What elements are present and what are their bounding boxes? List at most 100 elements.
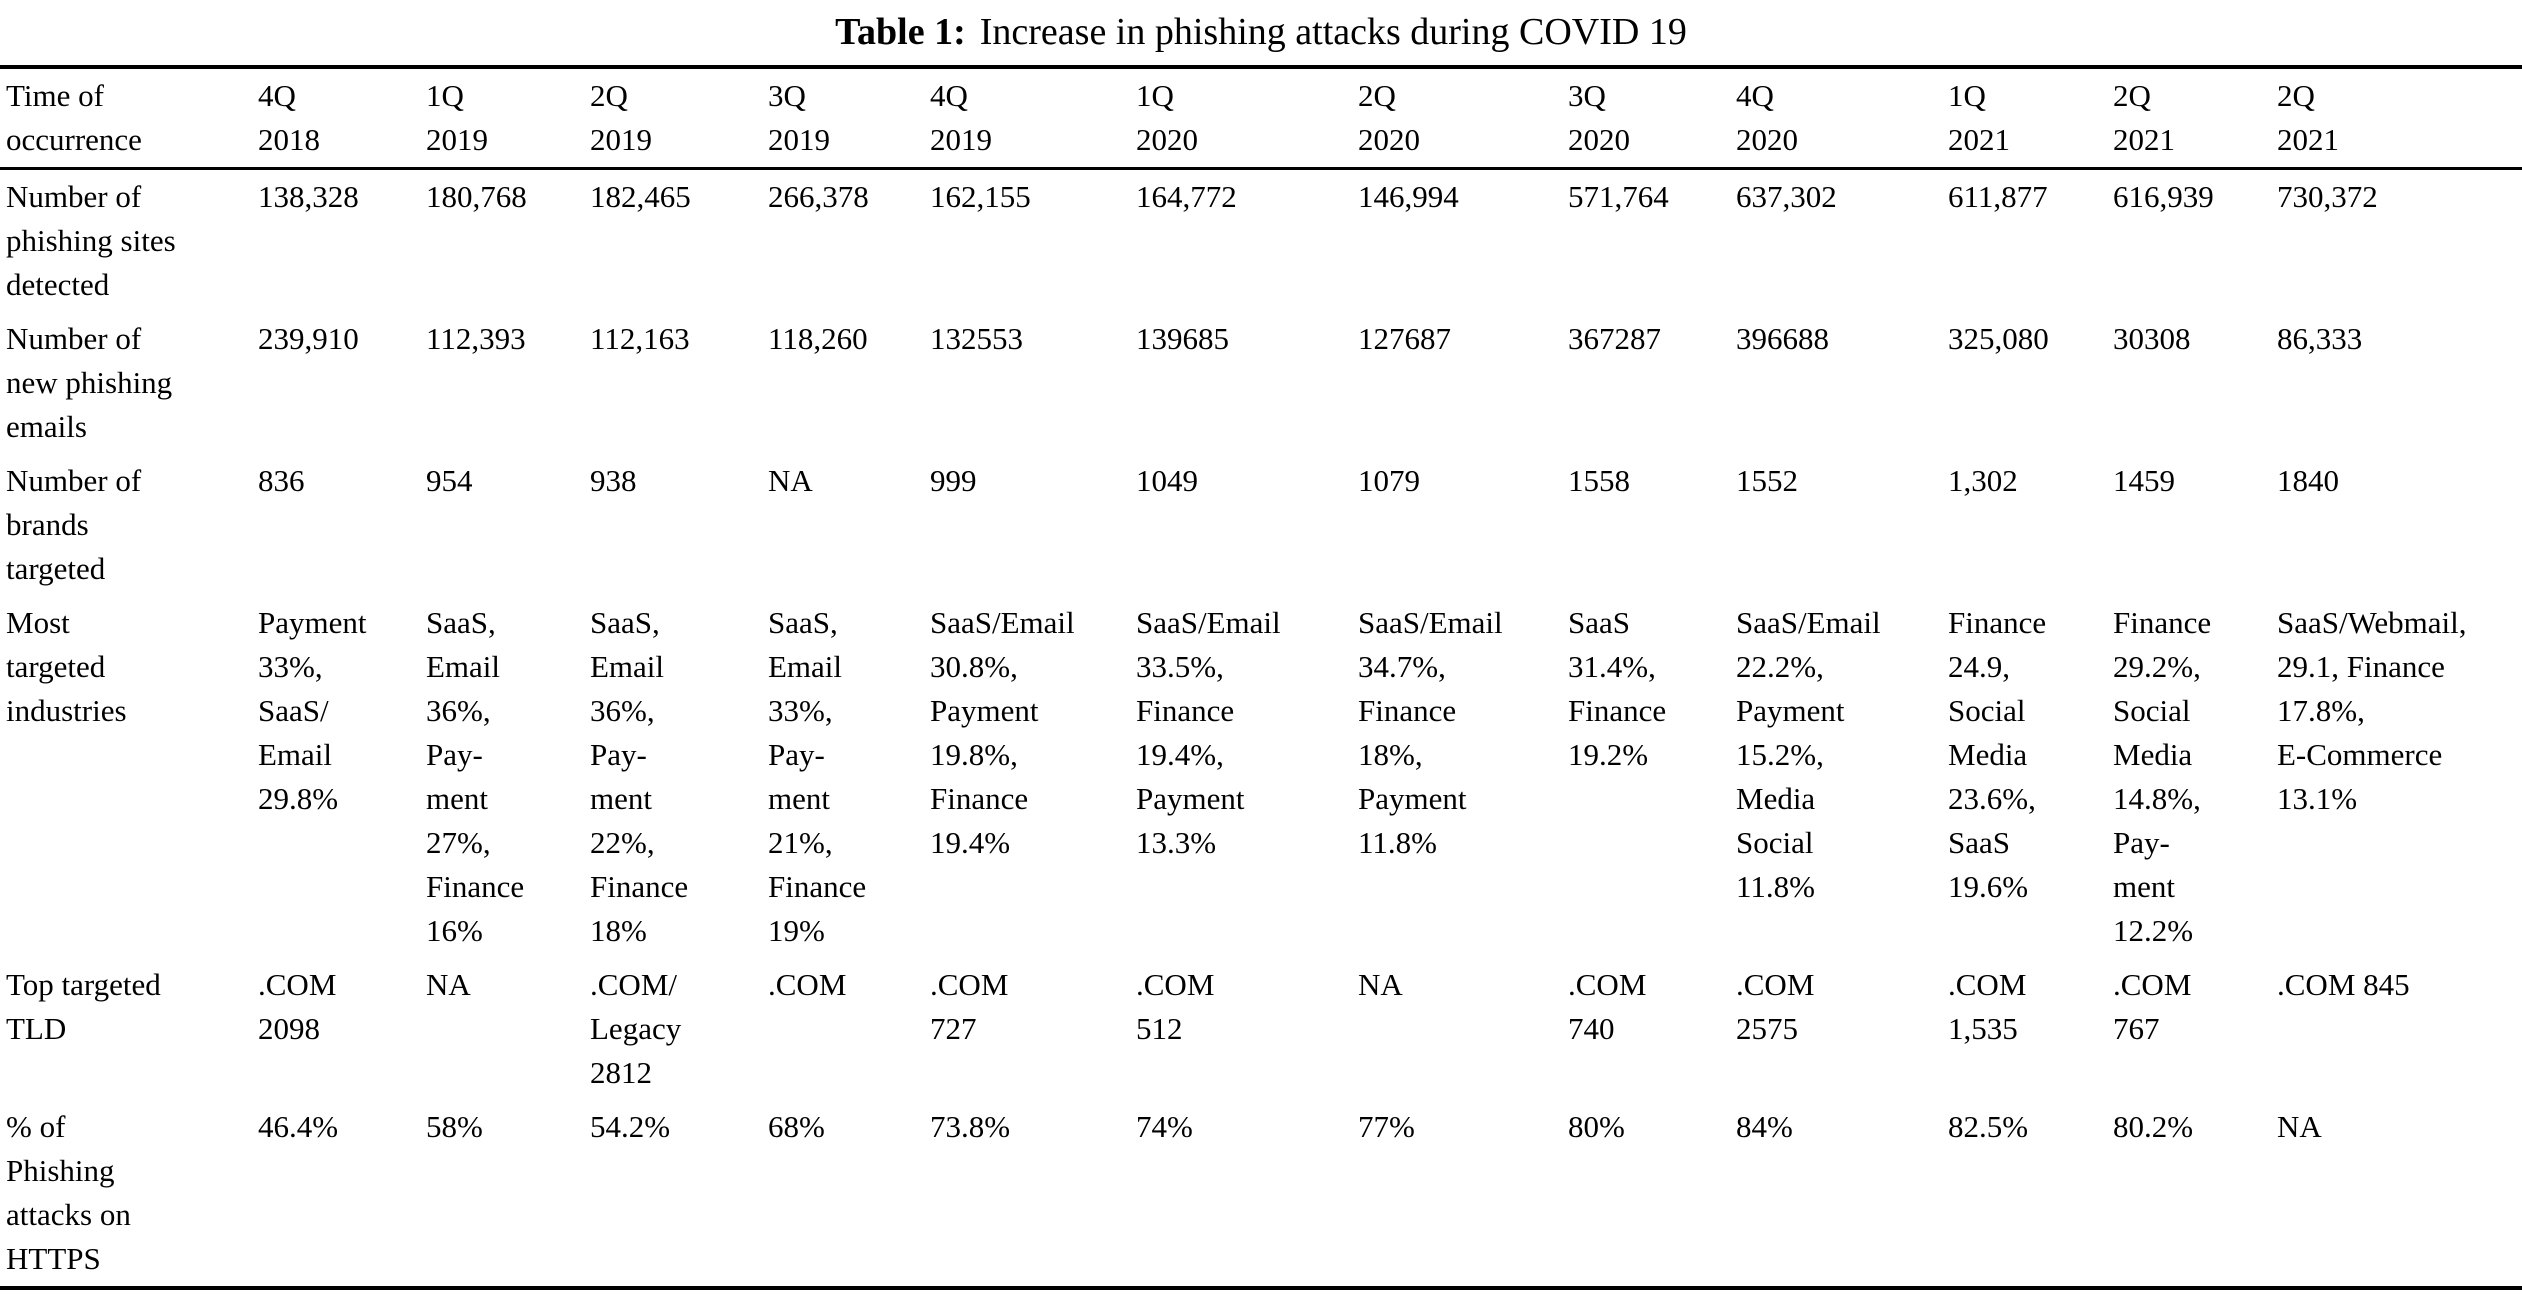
table-row-targeted-industries: Most targeted industries Payment 33%, Sa… xyxy=(0,596,2522,958)
table-cell: .COM 2575 xyxy=(1736,967,1815,1046)
table-cell: .COM 1,535 xyxy=(1948,967,2027,1046)
table-row-brands-targeted: Number of brands targeted 836 954 938 NA… xyxy=(0,454,2522,596)
table-row-top-tld: Top targeted TLD .COM 2098 NA .COM/ Lega… xyxy=(0,958,2522,1100)
col-header-1q-2020: 1Q 2020 xyxy=(1136,67,1358,170)
row-header-label: Time of occurrence xyxy=(0,67,258,170)
table-cell: 80.2% xyxy=(2113,1109,2194,1144)
table-cell: 954 xyxy=(426,463,473,498)
col-header-3q-2020: 3Q 2020 xyxy=(1568,67,1736,170)
table-cell: 74% xyxy=(1136,1109,1193,1144)
table-cell: 82.5% xyxy=(1948,1109,2029,1144)
table-caption-text: Increase in phishing attacks during COVI… xyxy=(979,11,1687,53)
table-cell: 112,163 xyxy=(590,321,690,356)
table-cell: .COM 740 xyxy=(1568,967,1647,1046)
row-label: Number of phishing sites detected xyxy=(6,179,176,302)
table-cell: 146,994 xyxy=(1358,179,1459,214)
table-row-phishing-emails: Number of new phishing emails 239,910 11… xyxy=(0,312,2522,454)
table-cell: 637,302 xyxy=(1736,179,1837,214)
table-cell: 118,260 xyxy=(768,321,868,356)
row-label: Number of new phishing emails xyxy=(6,321,173,444)
table-cell: 127687 xyxy=(1358,321,1451,356)
table-cell: 999 xyxy=(930,463,977,498)
table-cell: 180,768 xyxy=(426,179,527,214)
table-cell: SaaS/Webmail, 29.1, Finance 17.8%, E-Com… xyxy=(2277,605,2467,816)
table-cell: 325,080 xyxy=(1948,321,2049,356)
table-cell: 1049 xyxy=(1136,463,1198,498)
table-cell: Finance 29.2%, Social Media 14.8%, Pay- … xyxy=(2113,605,2212,948)
col-header-4q-2018: 4Q 2018 xyxy=(258,67,426,170)
col-header-4q-2019: 4Q 2019 xyxy=(930,67,1136,170)
col-header-2q-2021: 2Q 2021 xyxy=(2113,67,2277,170)
table-cell: SaaS/Email 34.7%, Finance 18%, Payment 1… xyxy=(1358,605,1503,860)
table-cell: 73.8% xyxy=(930,1109,1011,1144)
table-cell: 46.4% xyxy=(258,1109,339,1144)
table-cell: SaaS/Email 22.2%, Payment 15.2%, Media S… xyxy=(1736,605,1881,904)
table-caption-label: Table 1: xyxy=(835,11,966,53)
row-label: Number of brands targeted xyxy=(6,463,142,586)
table-cell: 1840 xyxy=(2277,463,2339,498)
table-cell: 266,378 xyxy=(768,179,869,214)
table-cell: 86,333 xyxy=(2277,321,2363,356)
table-cell: 1558 xyxy=(1568,463,1630,498)
table-cell: Finance 24.9, Social Media 23.6%, SaaS 1… xyxy=(1948,605,2047,904)
table-cell: 84% xyxy=(1736,1109,1793,1144)
col-header-1q-2019: 1Q 2019 xyxy=(426,67,590,170)
table-cell: .COM 767 xyxy=(2113,967,2192,1046)
table-cell: 611,877 xyxy=(1948,179,2048,214)
table-row-https-attacks: % of Phishing attacks on HTTPS 46.4% 58%… xyxy=(0,1100,2522,1288)
table-cell: 138,328 xyxy=(258,179,359,214)
table-cell: NA xyxy=(768,463,813,498)
table-cell: .COM/ Legacy 2812 xyxy=(590,967,682,1090)
row-label: % of Phishing attacks on HTTPS xyxy=(6,1109,131,1276)
table-cell: 1552 xyxy=(1736,463,1798,498)
table-cell: 396688 xyxy=(1736,321,1829,356)
table-cell: .COM 845 xyxy=(2277,967,2410,1002)
table-cell: SaaS, Email 33%, Pay- ment 21%, Finance … xyxy=(768,605,867,948)
col-header-2q-2021-b: 2Q 2021 xyxy=(2277,67,2522,170)
table-cell: SaaS/Email 30.8%, Payment 19.8%, Finance… xyxy=(930,605,1075,860)
table-cell: Payment 33%, SaaS/ Email 29.8% xyxy=(258,605,367,816)
table-cell: NA xyxy=(426,967,471,1002)
table-cell: .COM 2098 xyxy=(258,967,337,1046)
table-cell: 139685 xyxy=(1136,321,1229,356)
table-cell: SaaS 31.4%, Finance 19.2% xyxy=(1568,605,1667,772)
table-cell: 616,939 xyxy=(2113,179,2214,214)
table-cell: 58% xyxy=(426,1109,483,1144)
table-cell: 30308 xyxy=(2113,321,2191,356)
phishing-attacks-table: Time of occurrence 4Q 2018 1Q 2019 2Q 20… xyxy=(0,65,2522,1290)
table-cell: .COM xyxy=(768,967,847,1002)
header-row: Time of occurrence 4Q 2018 1Q 2019 2Q 20… xyxy=(0,67,2522,170)
table-cell: 164,772 xyxy=(1136,179,1237,214)
table-cell: 1079 xyxy=(1358,463,1420,498)
table-cell: 80% xyxy=(1568,1109,1625,1144)
table-row-phishing-sites: Number of phishing sites detected 138,32… xyxy=(0,169,2522,313)
table-cell: SaaS, Email 36%, Pay- ment 27%, Finance … xyxy=(426,605,525,948)
table-cell: 132553 xyxy=(930,321,1023,356)
col-header-1q-2021: 1Q 2021 xyxy=(1948,67,2113,170)
table-cell: NA xyxy=(2277,1109,2322,1144)
col-header-4q-2020: 4Q 2020 xyxy=(1736,67,1948,170)
table-cell: 182,465 xyxy=(590,179,691,214)
col-header-3q-2019: 3Q 2019 xyxy=(768,67,930,170)
row-label: Top targeted TLD xyxy=(6,967,161,1046)
table-cell: .COM 727 xyxy=(930,967,1009,1046)
table-cell: 77% xyxy=(1358,1109,1415,1144)
table-cell: 730,372 xyxy=(2277,179,2378,214)
table-cell: 1,302 xyxy=(1948,463,2018,498)
table-cell: SaaS, Email 36%, Pay- ment 22%, Finance … xyxy=(590,605,689,948)
table-cell: 239,910 xyxy=(258,321,359,356)
table-cell: 938 xyxy=(590,463,637,498)
table-cell: 367287 xyxy=(1568,321,1661,356)
table-cell: .COM 512 xyxy=(1136,967,1215,1046)
col-header-2q-2019: 2Q 2019 xyxy=(590,67,768,170)
table-cell: 112,393 xyxy=(426,321,526,356)
table-cell: 54.2% xyxy=(590,1109,671,1144)
row-label: Most targeted industries xyxy=(6,605,127,728)
table-cell: 836 xyxy=(258,463,305,498)
table-cell: 68% xyxy=(768,1109,825,1144)
table-cell: SaaS/Email 33.5%, Finance 19.4%, Payment… xyxy=(1136,605,1281,860)
col-header-2q-2020: 2Q 2020 xyxy=(1358,67,1568,170)
table-cell: NA xyxy=(1358,967,1403,1002)
table-cell: 1459 xyxy=(2113,463,2175,498)
